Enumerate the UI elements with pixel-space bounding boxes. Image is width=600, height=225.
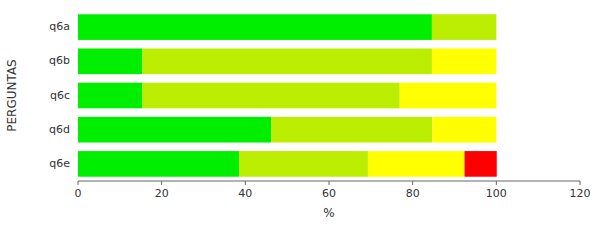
x-tick-label: 20 <box>155 187 169 200</box>
x-tick-label: 0 <box>75 187 82 200</box>
chart: 0 20 40 60 80 100 120 q6a q6b q6c q6d q6e% PERGUNTAS <box>0 0 600 225</box>
x-axis-label: % <box>323 206 334 220</box>
bar-segment <box>400 83 497 109</box>
y-tick-label: q6c <box>50 89 70 102</box>
bar-segment <box>78 14 432 40</box>
bar-segment <box>465 151 497 177</box>
bar-segment <box>142 48 431 74</box>
x-tick-label: 60 <box>322 187 336 200</box>
x-tick-label: 100 <box>486 187 507 200</box>
x-tick <box>329 181 330 185</box>
bar-segment <box>432 48 496 74</box>
bar-segment <box>239 151 368 177</box>
bar-segment <box>432 14 496 40</box>
x-tick <box>580 181 581 185</box>
bar-segment <box>368 151 465 177</box>
bar-segment <box>78 48 142 74</box>
y-tick-label: q6b <box>49 54 70 67</box>
bar-segment <box>78 117 271 143</box>
chart-container: 0 20 40 60 80 100 120 q6a q6b q6c q6d q6e% PERGUNTAS <box>0 0 600 225</box>
x-tick <box>78 181 79 185</box>
y-tick-label: q6e <box>49 157 70 170</box>
bars <box>78 14 497 176</box>
x-tick-label: 80 <box>406 187 420 200</box>
x-tick <box>161 181 162 185</box>
bar-segment <box>78 83 142 109</box>
y-tick-label: q6a <box>49 20 70 33</box>
bar-segment <box>142 83 399 109</box>
x-tick <box>412 181 413 185</box>
x-tick <box>245 181 246 185</box>
x-tick-label: 40 <box>238 187 252 200</box>
x-tick <box>496 181 497 185</box>
y-axis-label: PERGUNTAS <box>5 59 19 131</box>
x-tick-label: 120 <box>570 187 591 200</box>
bar-segment <box>432 117 496 143</box>
bar-segment <box>271 117 432 143</box>
y-tick-label: q6d <box>49 123 70 136</box>
bar-segment <box>78 151 239 177</box>
